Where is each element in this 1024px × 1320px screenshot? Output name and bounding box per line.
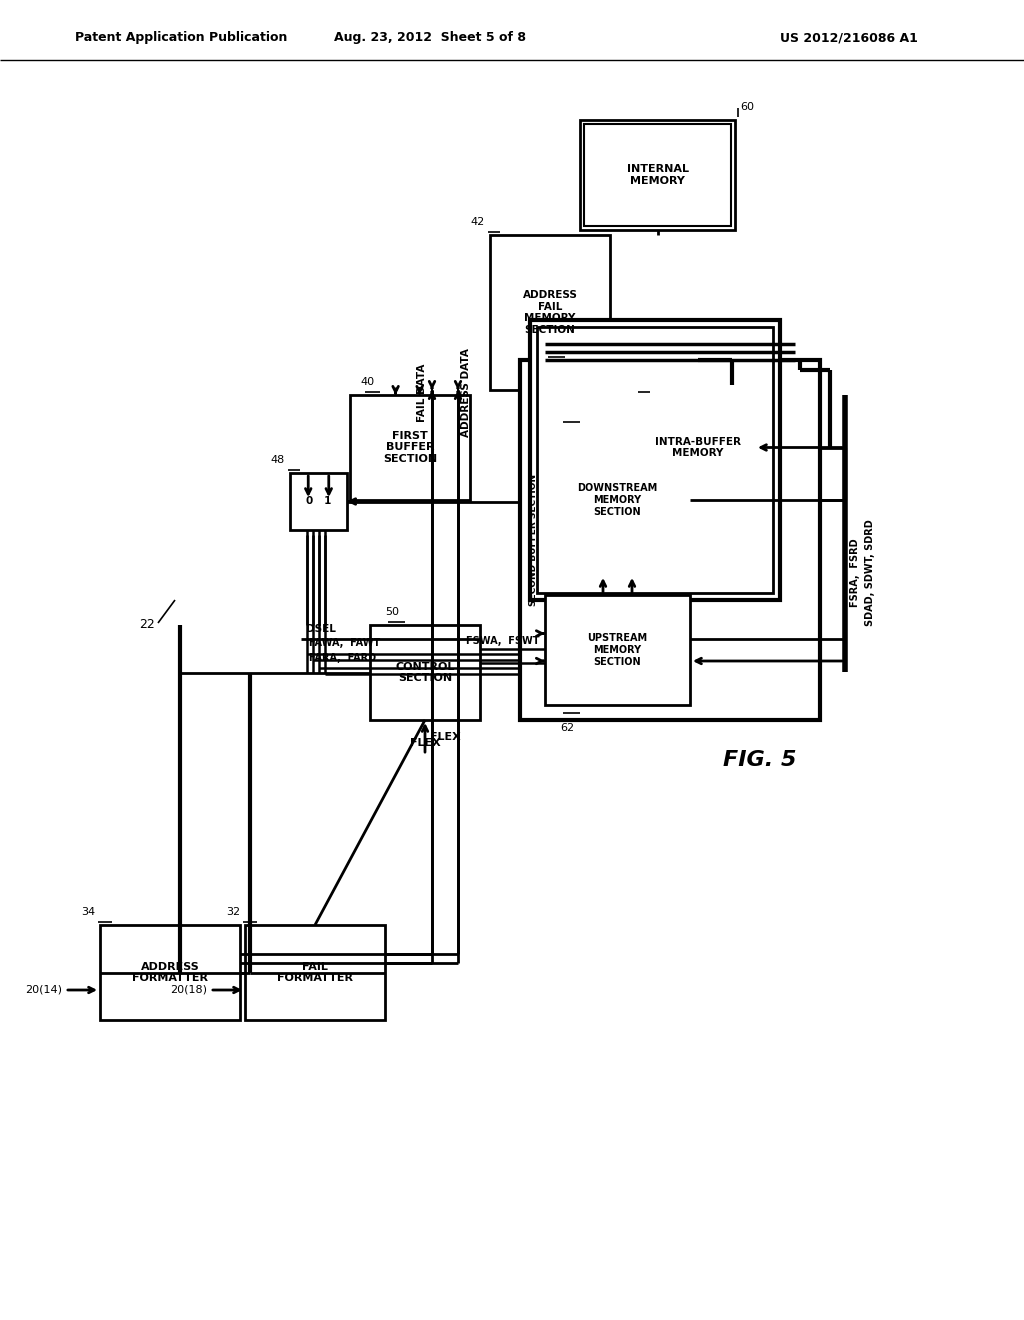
Bar bbox=[100, 925, 240, 1020]
Text: 0   1: 0 1 bbox=[306, 496, 331, 507]
Text: FSRA,  FSRD: FSRA, FSRD bbox=[850, 539, 860, 607]
Text: 32: 32 bbox=[226, 907, 240, 917]
Bar bbox=[520, 360, 820, 719]
Bar bbox=[370, 624, 480, 719]
Bar bbox=[640, 395, 755, 500]
Text: FAWA,  FAWT: FAWA, FAWT bbox=[309, 639, 380, 648]
Bar bbox=[350, 395, 470, 500]
Text: INTERNAL
MEMORY: INTERNAL MEMORY bbox=[627, 164, 688, 186]
Bar bbox=[537, 327, 773, 593]
Text: FARA,  FARD: FARA, FARD bbox=[309, 653, 376, 663]
Bar bbox=[580, 120, 735, 230]
Text: INTRA-BUFFER
MEMORY: INTRA-BUFFER MEMORY bbox=[654, 437, 740, 458]
Text: ADDRESS DATA: ADDRESS DATA bbox=[461, 348, 471, 437]
Bar bbox=[545, 425, 690, 576]
Text: CONTROL
SECTION: CONTROL SECTION bbox=[395, 661, 455, 684]
Bar bbox=[530, 319, 780, 601]
Text: FSWA,  FSWT: FSWA, FSWT bbox=[467, 636, 540, 645]
Text: FIG. 5: FIG. 5 bbox=[723, 750, 797, 770]
Bar bbox=[245, 925, 385, 1020]
Text: 42: 42 bbox=[471, 216, 485, 227]
Text: ADDRESS
FAIL
MEMORY
SECTION: ADDRESS FAIL MEMORY SECTION bbox=[522, 290, 578, 335]
Text: 20(14): 20(14) bbox=[25, 985, 62, 995]
Text: 20(18): 20(18) bbox=[170, 985, 207, 995]
Text: SECOND BUFFER SECTION: SECOND BUFFER SECTION bbox=[529, 474, 539, 606]
Text: 46: 46 bbox=[545, 342, 559, 352]
Text: FIRST
BUFFER
SECTION: FIRST BUFFER SECTION bbox=[383, 430, 437, 465]
Bar bbox=[644, 399, 751, 496]
Text: 34: 34 bbox=[81, 907, 95, 917]
Text: FAIL
FORMATTER: FAIL FORMATTER bbox=[278, 962, 353, 983]
Text: 48: 48 bbox=[270, 455, 285, 465]
Text: 40: 40 bbox=[360, 378, 374, 387]
Text: FLEX: FLEX bbox=[430, 733, 461, 742]
Text: 64: 64 bbox=[560, 407, 574, 417]
Text: 22: 22 bbox=[139, 619, 155, 631]
Text: 66: 66 bbox=[621, 378, 635, 387]
Text: Aug. 23, 2012  Sheet 5 of 8: Aug. 23, 2012 Sheet 5 of 8 bbox=[334, 32, 526, 45]
Text: 62: 62 bbox=[560, 723, 574, 733]
Text: FAIL DATA: FAIL DATA bbox=[417, 363, 427, 421]
Text: UPSTREAM
MEMORY
SECTION: UPSTREAM MEMORY SECTION bbox=[588, 634, 647, 667]
Bar bbox=[545, 595, 690, 705]
Text: FLEX: FLEX bbox=[410, 738, 440, 748]
Bar bbox=[490, 235, 610, 389]
Text: SDAD, SDWT, SDRD: SDAD, SDWT, SDRD bbox=[865, 519, 874, 626]
Bar bbox=[584, 124, 731, 226]
Text: 60: 60 bbox=[740, 102, 754, 112]
Text: DSEL: DSEL bbox=[306, 624, 336, 634]
Text: DOWNSTREAM
MEMORY
SECTION: DOWNSTREAM MEMORY SECTION bbox=[578, 483, 657, 516]
Text: Patent Application Publication: Patent Application Publication bbox=[75, 32, 288, 45]
Bar bbox=[290, 473, 347, 531]
Text: ADDRESS
FORMATTER: ADDRESS FORMATTER bbox=[132, 962, 208, 983]
Text: US 2012/216086 A1: US 2012/216086 A1 bbox=[780, 32, 918, 45]
Text: 50: 50 bbox=[385, 607, 399, 616]
